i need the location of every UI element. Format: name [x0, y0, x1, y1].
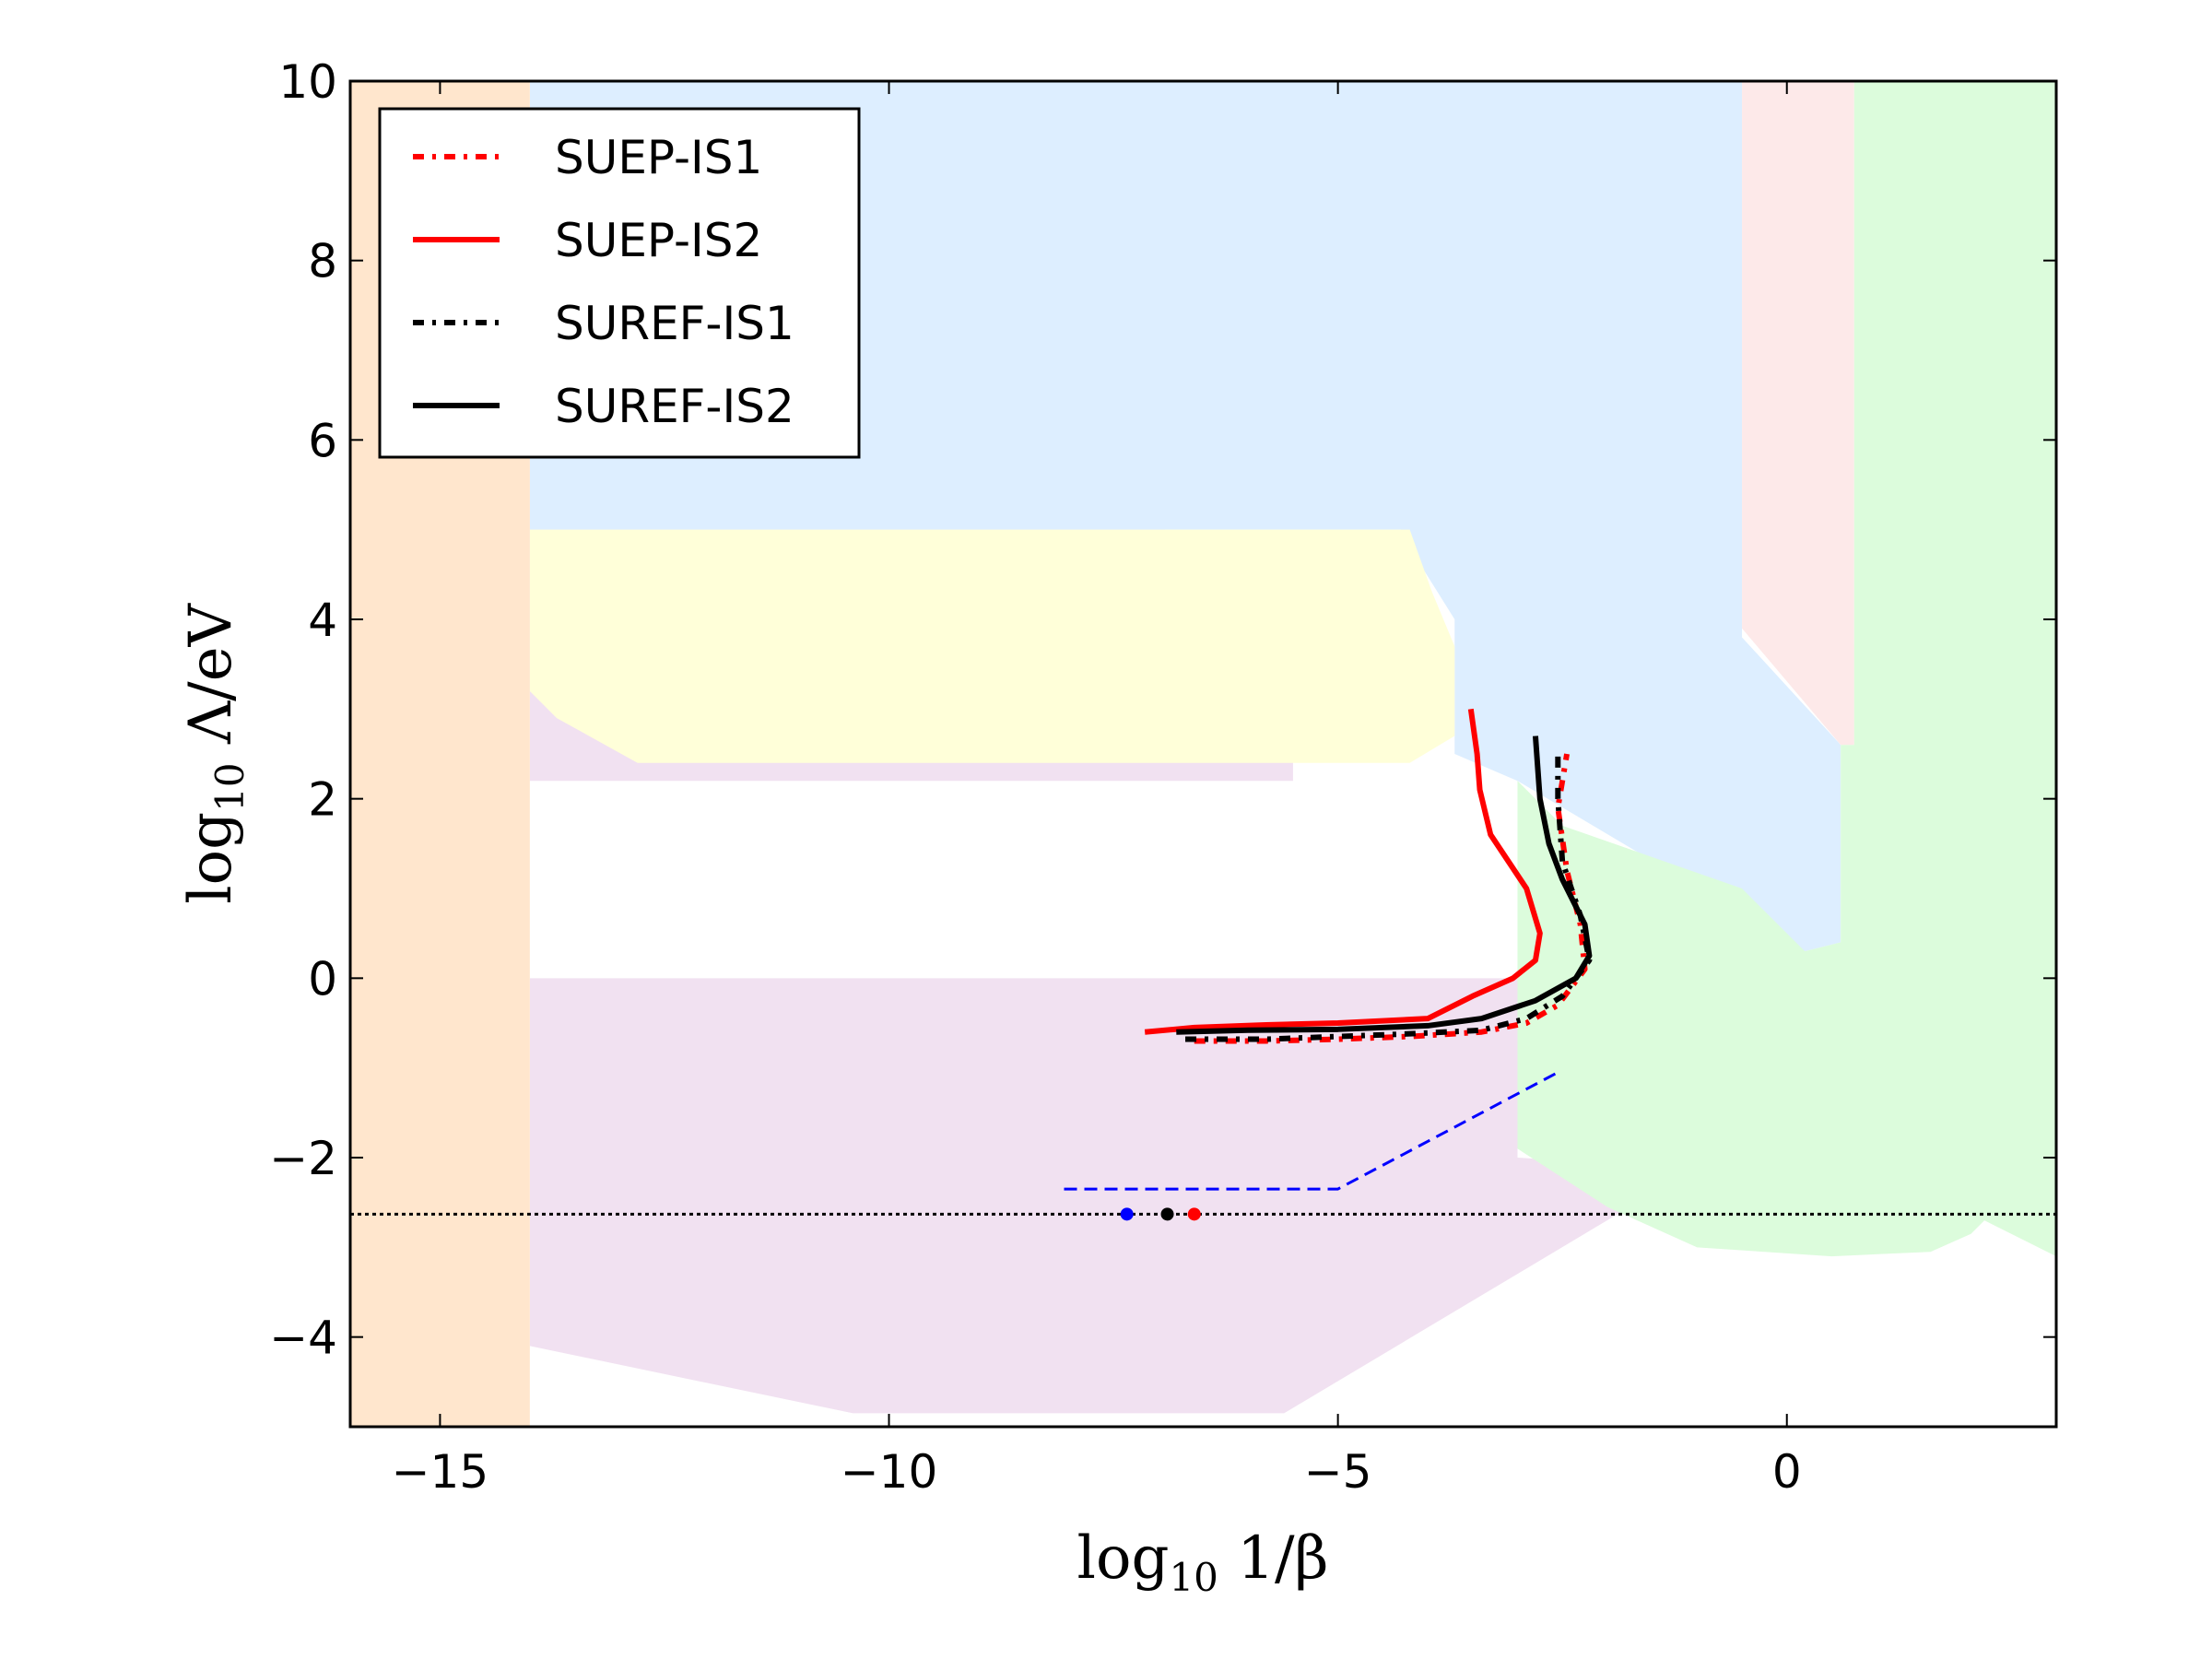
y-axis-label: log10 Λ/eV: [177, 602, 253, 903]
y-tick-label: 8: [308, 235, 337, 288]
region-light-yellow: [529, 529, 1455, 763]
legend-label-suref-is2: SUREF-IS2: [555, 380, 794, 433]
data-markers: [1120, 1207, 1201, 1221]
series-suref-is2: [1176, 735, 1593, 1035]
axis-ticks: −15 −10 −5 0 −4 −2 0 2 4 6 8 10: [269, 55, 2056, 1499]
legend-label-suep-is1: SUEP-IS1: [555, 131, 762, 184]
series-suref-is1: [1185, 749, 1593, 1042]
x-tick-label: −10: [841, 1445, 938, 1499]
data-series: [350, 708, 2056, 1216]
legend-label-suref-is1: SUREF-IS1: [555, 297, 794, 350]
legend-box: [378, 107, 861, 459]
y-tick-label: 10: [278, 55, 337, 109]
x-tick-label: −15: [392, 1445, 489, 1499]
legend: SUEP-IS1 SUEP-IS2 SUREF-IS1 SUREF-IS2: [378, 107, 861, 459]
region-light-green: [1517, 81, 2056, 1257]
series-suep-is1: [1194, 753, 1588, 1044]
x-tick-label: −5: [1304, 1445, 1372, 1499]
y-tick-label: 4: [308, 594, 337, 647]
y-tick-label: −4: [269, 1312, 337, 1365]
blue-marker: [1120, 1207, 1134, 1221]
plot-frame: [348, 79, 2058, 1429]
x-axis-label: log10 1/β: [1077, 1524, 1328, 1600]
red-marker: [1187, 1207, 1201, 1221]
legend-label-suep-is2: SUEP-IS2: [555, 214, 762, 267]
region-pink: [1742, 81, 1854, 746]
series-blue-dashed: [1064, 1071, 1559, 1191]
x-tick-label: 0: [1772, 1445, 1802, 1499]
black-marker: [1160, 1207, 1174, 1221]
y-tick-label: 6: [308, 414, 337, 467]
y-tick-label: −2: [269, 1132, 337, 1185]
y-tick-label: 2: [308, 773, 337, 827]
series-suep-is2: [1144, 708, 1543, 1035]
y-tick-label: 0: [308, 952, 337, 1006]
